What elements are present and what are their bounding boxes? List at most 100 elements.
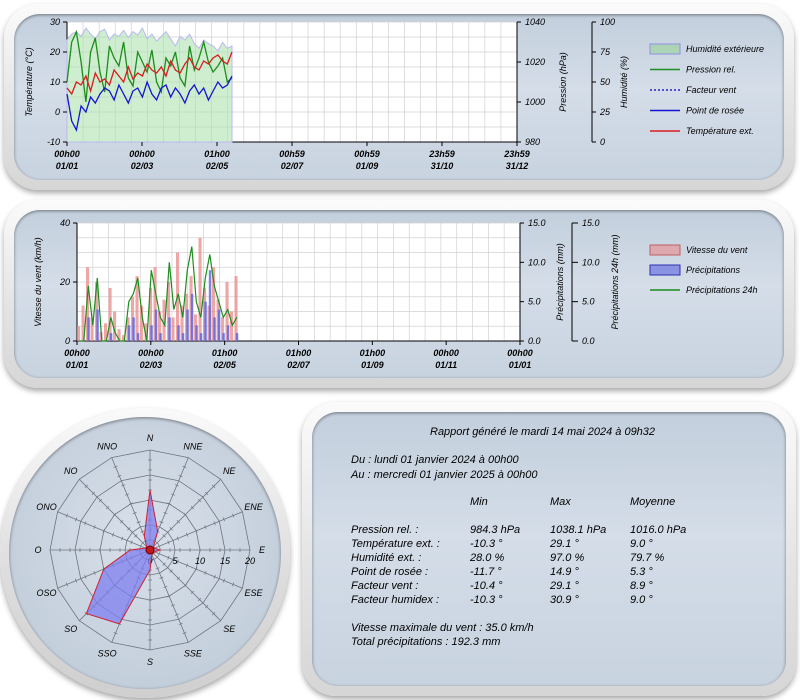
rose-tick (178, 474, 183, 478)
rose-tick (211, 484, 216, 489)
axis-label: Précipitations 24h (mm) (610, 234, 620, 329)
rose-tick (112, 512, 117, 517)
rose-tick (130, 540, 133, 545)
legend-entry: Précipitations (686, 265, 741, 275)
y-tick-label: 10.0 (528, 257, 546, 267)
rose-direction-label: O (34, 545, 41, 555)
y-tick-label: 5.0 (582, 297, 595, 307)
row-label: Humidité ext. : (351, 552, 422, 564)
precip-bar (222, 333, 225, 341)
y-tick-label: 50 (600, 77, 610, 87)
legend-entry: Vitesse du vent (686, 245, 748, 255)
row-avg: 5.3 ° (630, 566, 653, 578)
row-min: -10.3 ° (470, 594, 503, 606)
wind-bar (212, 267, 216, 342)
temperature-line (66, 51, 233, 96)
legend-entry: Précipitations 24h (686, 285, 758, 295)
rose-direction-label: SO (64, 624, 77, 634)
x-tick-label: 31/12 (506, 161, 529, 171)
rose-tick (113, 465, 118, 468)
rose-tick (190, 590, 195, 595)
wind-bar (198, 237, 202, 342)
rose-direction-label: E (259, 545, 266, 555)
rose-tick (140, 530, 145, 533)
wind-bar (230, 311, 234, 341)
wind-bar (234, 276, 238, 341)
x-tick-label: 02/07 (287, 360, 311, 370)
wind-rose-frame (0, 408, 290, 698)
wind-bar (167, 282, 171, 341)
x-tick-label: 02/03 (140, 360, 163, 370)
row-label: Point de rosée : (351, 566, 429, 578)
wind-bar (77, 326, 81, 342)
report-panel (302, 402, 796, 696)
y-tick-label: 15.0 (582, 218, 600, 228)
legend-entry: Pression rel. (686, 65, 736, 75)
rose-tick (167, 555, 170, 560)
legend-entry: Humidité extérieure (686, 44, 764, 54)
precip-bar (87, 317, 90, 341)
rose-tick (176, 576, 180, 580)
precip-bar (136, 333, 140, 341)
rose-tick (204, 604, 209, 609)
y-tick-label: 10 (50, 77, 60, 87)
rose-tick (111, 532, 115, 537)
report-title: Rapport généré le mardi 14 mai 2024 à 09… (430, 426, 656, 438)
wind-bar (180, 305, 184, 341)
row-min: -11.7 ° (470, 566, 502, 578)
rose-tick (174, 613, 179, 616)
wind-bar (140, 305, 144, 341)
row-avg: 9.0 ° (630, 538, 653, 550)
rose-radius-label: 5 (172, 556, 178, 566)
legend-swatch (649, 244, 681, 256)
rose-direction-label: SSO (98, 649, 117, 659)
rose-tick (162, 534, 166, 538)
dewpoint-line (66, 75, 233, 132)
report-total-rain: Total précipitations : 192.3 mm (351, 636, 501, 648)
rose-polygon (85, 489, 162, 625)
rose-tick (162, 562, 166, 566)
y-tick-label: 30 (50, 17, 60, 27)
row-max: 1038.1 hPa (550, 524, 607, 536)
row-label: Facteur humidex : (351, 594, 440, 606)
y-tick-label: 1020 (525, 57, 545, 67)
rose-direction-label: ENE (244, 502, 264, 512)
rose-tick (93, 525, 96, 530)
row-max: 30.9 ° (550, 594, 579, 606)
row-avg: 79.7 % (630, 552, 665, 564)
wind-bar (162, 299, 166, 341)
rose-tick (195, 567, 198, 572)
wind-bar (104, 323, 108, 341)
rose-tick (155, 555, 159, 559)
x-tick-label: 31/10 (431, 161, 454, 171)
rose-tick (185, 563, 189, 568)
precip-bar (159, 333, 162, 341)
rose-tick (74, 517, 78, 522)
rose-direction-label: N (147, 433, 154, 443)
y-tick-label: 0 (65, 336, 70, 346)
rose-direction-label: SE (223, 624, 236, 634)
rose-tick (158, 544, 161, 549)
rose-tick (141, 541, 145, 545)
x-tick-label: 00h00 (433, 348, 459, 358)
x-tick-label: 01/01 (66, 360, 89, 370)
wind-bar (158, 311, 162, 341)
rose-radius-label: 10 (195, 556, 205, 566)
rose-direction-label: NO (64, 466, 78, 476)
row-max: 29.1 ° (550, 580, 579, 592)
rose-tick (84, 484, 89, 489)
precip-bar (109, 333, 113, 341)
rose-tick (121, 484, 126, 487)
rose-tick (195, 528, 198, 533)
row-avg: 8.9 ° (630, 580, 653, 592)
legend-swatch (649, 43, 681, 55)
rose-tick (127, 527, 131, 531)
wind-bar (81, 305, 85, 341)
y-tick-label: 10.0 (582, 257, 600, 267)
y-tick-label: 40 (60, 218, 70, 228)
precip-bar (235, 333, 239, 341)
rose-tick (182, 632, 187, 635)
rose-tick (151, 558, 156, 561)
x-tick-label: 01/01 (509, 360, 532, 370)
rose-tick (125, 493, 130, 496)
